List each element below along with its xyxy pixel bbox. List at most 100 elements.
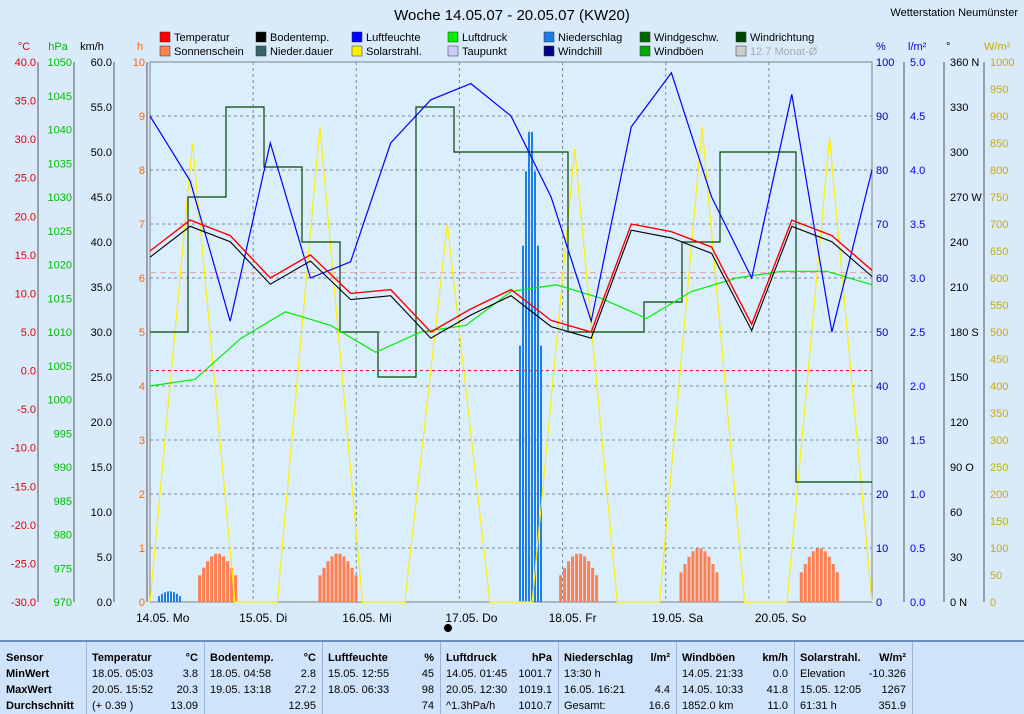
hours-tick: 4 (139, 381, 145, 393)
sunshine-bar (595, 575, 599, 602)
footer-label: Windböen (682, 652, 736, 664)
bars-layer (158, 131, 839, 603)
sunshine-bar (234, 575, 238, 602)
footer-column: Windböen km/h 14.05. 21:33 0.0 14.05. 10:33 4… (676, 642, 795, 714)
footer-label: Luftfeuchte (328, 652, 388, 664)
footer-value: 1001.7 (518, 668, 552, 680)
sunshine-bar (683, 563, 687, 602)
footer-value: °C (185, 652, 198, 664)
rain-bar (522, 245, 524, 603)
footer-label: 18.05. 05:03 (92, 668, 154, 680)
legend-label: Nieder.dauer (270, 46, 333, 58)
hours-tick: 6 (139, 273, 145, 285)
temp-unit: °C (18, 41, 30, 53)
rain-tick: 0.5 (910, 543, 925, 555)
humidity-unit: % (876, 41, 886, 53)
legend-swatch (447, 45, 459, 57)
legend-label: Windrichtung (750, 32, 814, 44)
sunshine-bar (819, 548, 823, 602)
hours-tick: 1 (139, 543, 145, 555)
footer-header: Niederschlag l/m² (558, 650, 676, 666)
rain-bar (179, 596, 181, 602)
footer-value: % (424, 652, 434, 664)
legend-swatch (255, 45, 267, 57)
footer-value: 1010.7 (518, 700, 552, 712)
footer-label: Bodentemp. (210, 652, 274, 664)
legend-label: Solarstrahl. (366, 46, 422, 58)
footer-header: Temperatur °C (86, 650, 204, 666)
temp-tick: 5.0 (21, 327, 36, 339)
solar-tick: 250 (990, 462, 1008, 474)
footer-column: Solarstrahl. W/m² Elevation -10.326 15.05. 1… (794, 642, 913, 714)
legend-label: Niederschlag (558, 32, 622, 44)
footer-row: 18.05. 06:33 98 (322, 682, 440, 698)
sunshine-bar (567, 561, 571, 602)
legend-label: Bodentemp. (270, 32, 329, 44)
footer-value: °C (303, 652, 316, 664)
legend-label: 12.7 Monat-Ø (750, 46, 818, 58)
footer-row: (+ 0.39 ) 13.09 (86, 698, 204, 714)
sunshine-bar (210, 556, 214, 602)
footer-value: l/m² (650, 652, 670, 664)
sunshine-bar (583, 556, 587, 602)
rain-bar (525, 171, 527, 603)
sunshine-bar (354, 575, 358, 602)
humidity-tick: 60 (876, 273, 888, 285)
footer-value: 1019.1 (518, 684, 552, 696)
legend-label: Luftfeuchte (366, 32, 420, 44)
footer-row: 61:31 h 351.9 (794, 698, 912, 714)
sunshine-bar (711, 563, 715, 602)
temp-tick: -25.0 (11, 558, 36, 570)
temp-tick: 0.0 (21, 366, 36, 378)
legend-label: Temperatur (174, 32, 230, 44)
sunshine-bar (835, 572, 839, 602)
wind-tick: 0.0 (97, 597, 112, 609)
direction-tick: 270 W (950, 192, 982, 204)
day-label: 20.05. So (755, 611, 807, 625)
hours-tick: 2 (139, 489, 145, 501)
solar-tick: 800 (990, 165, 1008, 177)
solar-tick: 1000 (990, 57, 1014, 69)
footer-value: 74 (421, 700, 434, 712)
solar-tick: 100 (990, 543, 1008, 555)
day-label: 15.05. Di (239, 611, 287, 625)
sunshine-bar (218, 553, 222, 602)
legend-label: Windchill (558, 46, 602, 58)
sunshine-bar (318, 575, 322, 602)
footer-value: 2.8 (300, 668, 316, 680)
rain-bar (158, 596, 160, 602)
pressure-tick: 970 (54, 597, 72, 609)
sunshine-bar (799, 572, 803, 602)
direction-tick: 240 (950, 237, 968, 249)
wind-tick: 5.0 (97, 552, 112, 564)
day-label: 17.05. Do (445, 611, 497, 625)
wind-tick: 25.0 (91, 372, 112, 384)
pressure-tick: 975 (54, 563, 72, 575)
legend-swatch (639, 45, 651, 57)
rain-tick: 3.5 (910, 219, 925, 231)
now-marker (444, 624, 452, 632)
sunshine-bar (230, 567, 234, 602)
temp-tick: 25.0 (15, 173, 36, 185)
footer-value: 98 (421, 684, 434, 696)
direction-tick: 210 (950, 282, 968, 294)
temp-tick: 40.0 (15, 57, 36, 69)
footer-column: Luftdruck hPa 14.05. 01:45 1001.7 20.05. 12:… (440, 642, 559, 714)
sunshine-bar (803, 563, 807, 602)
day-label: 16.05. Mi (342, 611, 391, 625)
legend-swatch (351, 31, 363, 43)
legend-swatch (735, 31, 747, 43)
day-label: 18.05. Fr (549, 611, 597, 625)
footer-label: MaxWert (6, 684, 52, 696)
footer-label: 1852.0 km (682, 700, 734, 712)
humidity-tick: 70 (876, 219, 888, 231)
footer-label: 13:30 h (564, 668, 601, 680)
rain-tick: 5.0 (910, 57, 925, 69)
sunshine-bar (346, 561, 350, 602)
humidity-tick: 30 (876, 435, 888, 447)
footer-label: 14.05. 10:33 (682, 684, 744, 696)
rain-bar (519, 345, 521, 602)
temp-tick: 10.0 (15, 288, 36, 300)
rain-tick: 4.5 (910, 111, 925, 123)
sunshine-bar (695, 548, 699, 602)
